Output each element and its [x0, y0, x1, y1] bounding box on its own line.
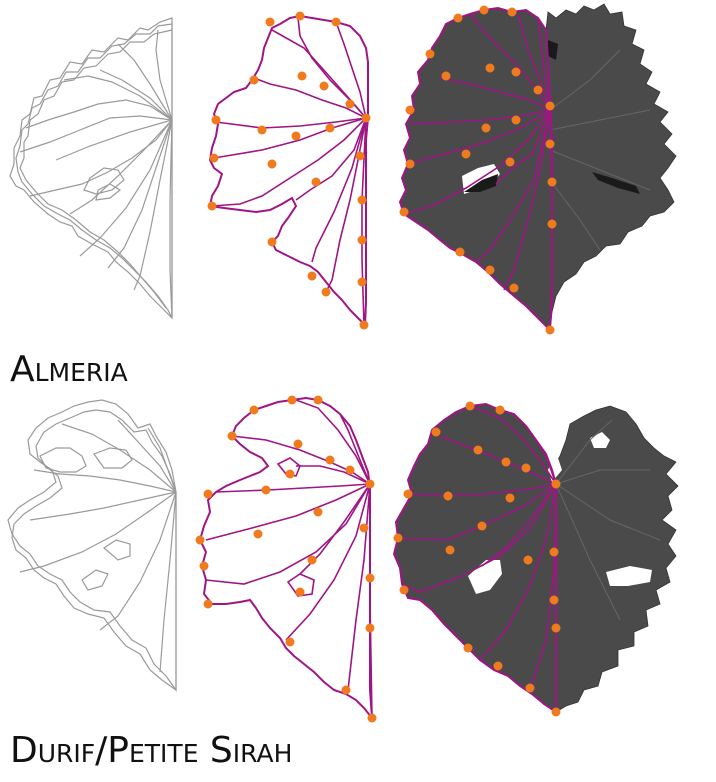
photo-almeria	[398, 3, 677, 335]
photo-durif	[392, 401, 679, 717]
overlay-durif	[7, 399, 177, 692]
overlay-almeria	[9, 17, 173, 320]
row-durif	[7, 395, 679, 723]
outline-durif	[195, 395, 377, 723]
cultivar-label-almeria: Almeria	[10, 349, 128, 390]
row-almeria	[9, 3, 677, 335]
cultivar-label-durif: Durif/Petite Sirah	[10, 730, 293, 771]
outline-almeria	[207, 11, 371, 330]
